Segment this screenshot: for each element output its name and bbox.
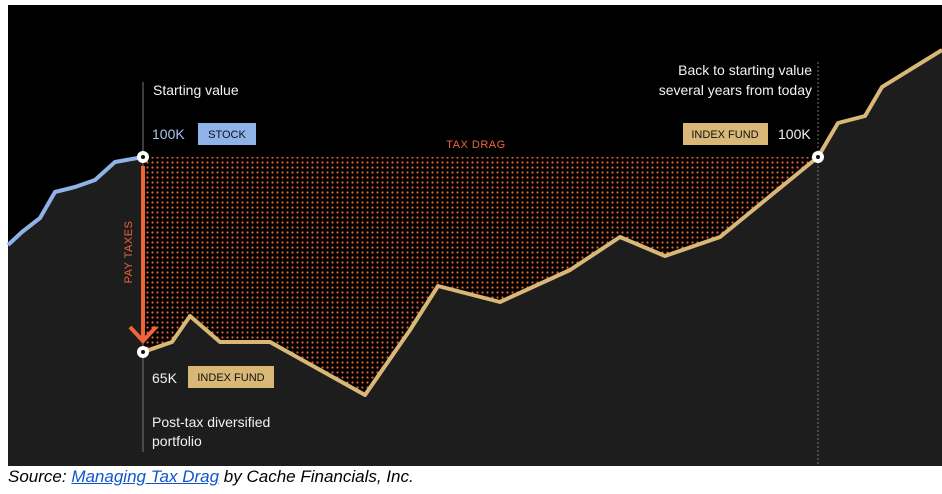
start-label: Starting value: [153, 82, 239, 98]
arrow-label: PAY TAXES: [123, 221, 135, 284]
infographic: PAY TAXES Starting value 100K STOCK Back…: [6, 5, 942, 466]
caption-link[interactable]: Managing Tax Drag: [71, 467, 220, 486]
post-value: 65K: [152, 370, 178, 386]
start-tag: STOCK: [208, 129, 246, 141]
area-label: TAX DRAG: [446, 139, 505, 151]
end-tag: INDEX FUND: [691, 129, 758, 141]
ground-area: [8, 50, 942, 466]
caption-prefix: Source:: [8, 467, 72, 486]
end-tag-box: [683, 123, 768, 145]
post-label: Post-tax diversified: [152, 414, 270, 430]
start-value: 100K: [152, 126, 185, 142]
post-tag-box: [188, 366, 274, 388]
stock-line: [6, 155, 144, 247]
start-point-center: [141, 155, 145, 159]
index-fund-line: [142, 48, 942, 397]
end-value: 100K: [778, 126, 811, 142]
tax-drag-area: [143, 157, 818, 395]
post-point-center: [141, 350, 145, 354]
end-label: several years from today: [659, 82, 812, 98]
caption-suffix: by Cache Financials, Inc.: [219, 467, 414, 486]
caption: Source: Managing Tax Drag by Cache Finan…: [8, 467, 414, 487]
end-label: Back to starting value: [678, 62, 812, 78]
post-label: portfolio: [152, 433, 202, 449]
end-point-center: [816, 155, 820, 159]
post-tag: INDEX FUND: [197, 372, 264, 384]
start-tag-box: [198, 123, 256, 145]
tax-arrow-head: [128, 325, 158, 344]
